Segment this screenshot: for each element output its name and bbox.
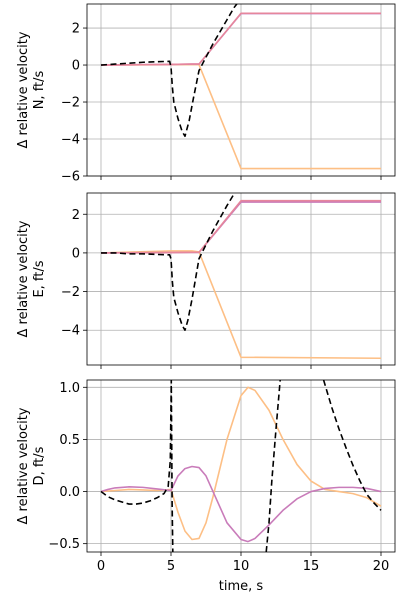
- y-tick-label: 2: [72, 22, 80, 37]
- y-tick-label: 0.5: [59, 433, 80, 448]
- y-tick-label: 2: [72, 208, 80, 223]
- chart-panel-2: −4 −2 0 2 Δ relative velocity E, ft/s: [16, 192, 396, 369]
- y-axis-label-line-1: Δ relative velocity: [16, 407, 31, 524]
- series-group-1: [100, 4, 381, 170]
- x-tick-label: 15: [303, 559, 320, 574]
- y-axis-label-line-2: N, ft/s: [32, 70, 47, 109]
- series-line-1-3: [100, 12, 381, 66]
- series-line-2-3: [100, 199, 381, 254]
- series-line-2-1: [100, 250, 382, 360]
- y-tick-label: −4: [61, 324, 80, 339]
- series-line-1-4: [100, 4, 238, 138]
- series-line-3-1: [100, 386, 382, 541]
- x-tick-label: 10: [233, 559, 250, 574]
- y-axis-label-line-2: E, ft/s: [32, 260, 47, 297]
- y-tick-label: 0: [72, 59, 80, 74]
- y-tick-label: −2: [61, 96, 80, 111]
- y-tick-label: −2: [61, 285, 80, 300]
- x-tick-label: 0: [97, 559, 105, 574]
- y-tick-label: −4: [61, 133, 80, 148]
- series-line-2-4: [101, 193, 236, 332]
- y-tick-label: −6: [61, 170, 80, 185]
- chart-panel-3: 0 5 10 15 20 −0.5 0.0 0.5 1.0 Δ relative velocity…: [16, 379, 396, 594]
- x-axis-label: time, s: [219, 579, 264, 594]
- y-tick-label: 0: [72, 246, 80, 261]
- y-axis-label-line-1: Δ relative velocity: [16, 220, 31, 337]
- x-tick-label: 20: [373, 559, 390, 574]
- series-group-3: [100, 380, 382, 552]
- y-tick-label: −0.5: [48, 537, 80, 552]
- series-group-2: [100, 193, 382, 360]
- y-axis-label-line-1: Δ relative velocity: [16, 31, 31, 148]
- x-tick-label: 5: [167, 559, 175, 574]
- y-tick-label: 0.0: [59, 485, 80, 500]
- y-tick-label: 1.0: [59, 381, 80, 396]
- series-line-3-4: [265, 380, 281, 552]
- series-line-3-5: [322, 380, 382, 511]
- series-line-3-3: [100, 380, 174, 552]
- y-axis-label-line-2: D, ft/s: [32, 446, 47, 485]
- series-line-3-2: [100, 465, 382, 543]
- chart-panel-1: −6 −4 −2 0 2 Δ relative velocity N, ft/s: [16, 3, 396, 185]
